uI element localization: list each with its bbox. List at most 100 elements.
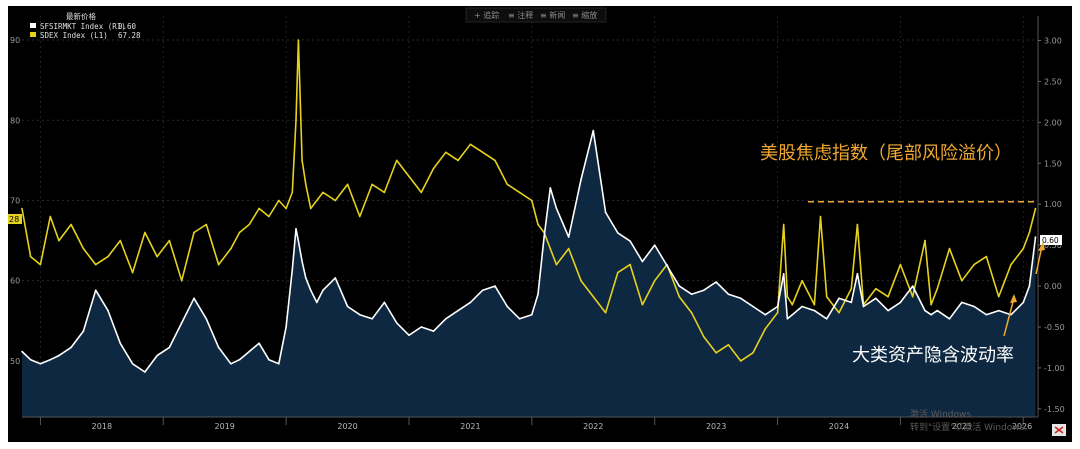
sdex-line-point-28	[301, 159, 303, 162]
volatility-line-point-27	[297, 240, 300, 242]
volatility-line-point-25	[291, 268, 294, 271]
volatility-line-point-0	[21, 350, 23, 353]
sdex-line-point-84	[887, 295, 889, 298]
sdex-line-point-90	[948, 247, 951, 250]
sdex-line-point-77	[819, 215, 822, 218]
sdex-line-point-0	[21, 207, 23, 210]
sdex-line-point-61	[653, 279, 656, 282]
left-value-tag: 28	[8, 214, 22, 224]
arrow-head-1	[1010, 294, 1017, 303]
sdex-line-point-92	[973, 263, 975, 266]
volatility-line-point-55	[580, 178, 582, 181]
volatility-line-point-6	[82, 330, 85, 332]
sdex-line-point-89	[936, 287, 939, 290]
legend: 最新价格 SFSIRMKT Index (R1) 0.60 SDEX Index…	[30, 11, 141, 40]
volatility-line-point-84	[887, 309, 889, 312]
volatility-line-point-63	[678, 285, 681, 287]
sdex-line-point-50	[537, 223, 539, 226]
volatility-line-point-1	[29, 358, 32, 361]
sdex-line-point-49	[531, 199, 533, 202]
sdex-line-point-13	[168, 239, 171, 242]
sdex-line-point-93	[985, 255, 988, 258]
sdex-line-point-59	[629, 263, 631, 266]
volatility-line-point-56	[592, 129, 595, 132]
sdex-line-point-37	[383, 191, 386, 194]
volatility-line-point-19	[238, 358, 241, 361]
volatility-line-point-93	[985, 313, 988, 316]
sdex-line-point-27	[297, 39, 300, 41]
sdex-line-point-55	[580, 279, 582, 282]
volatility-line-point-52	[549, 187, 552, 189]
toolbar-zoom-button[interactable]: ≡ 缩放	[572, 10, 597, 20]
sdex-line-point-80	[850, 287, 853, 290]
sdex-line-point-98	[1034, 207, 1037, 210]
volatility-line-point-64	[690, 293, 693, 296]
x-tick-3: 2021	[460, 422, 480, 431]
sdex-line-point-85	[899, 263, 902, 266]
sdex-line-point-53	[555, 263, 558, 266]
volatility-line-point-33	[334, 277, 337, 279]
volatility-area	[22, 130, 1036, 417]
volatility-line-point-23	[278, 363, 280, 365]
volatility-line-point-70	[764, 313, 767, 316]
sdex-line-point-45	[481, 151, 484, 154]
arrow-line-1	[1003, 297, 1015, 337]
sdex-line-point-9	[119, 239, 122, 242]
volatility-line-point-34	[346, 305, 349, 308]
volatility-line-point-81	[856, 273, 859, 275]
right-tick-0: 3.00	[1044, 37, 1062, 46]
volatility-line-point-45	[481, 289, 484, 292]
volatility-line-point-91	[961, 301, 963, 304]
left-tick-2: 70	[10, 196, 20, 205]
volatility-line-point-61	[653, 244, 656, 246]
sdex-line-point-52	[549, 247, 552, 250]
grid	[22, 16, 1038, 417]
sdex-line-point-58	[617, 271, 619, 274]
chart-frame: 2018 2019 2020 2021 2022 2023 2024 2025 2026 90 8…	[8, 6, 1072, 442]
sdex-line-point-60	[641, 303, 644, 306]
volatility-line-point-37	[383, 301, 386, 304]
volatility-annotation: 大类资产隐含波动率	[852, 345, 1014, 366]
volatility-line-point-71	[776, 305, 779, 308]
sdex-line-point-91	[961, 279, 963, 282]
volatility-line-point-88	[930, 313, 932, 316]
sdex-line-point-42	[445, 151, 447, 154]
volatility-line-point-94	[997, 309, 1000, 312]
toolbar-news-button[interactable]: ≡ 新闻	[540, 10, 565, 20]
sdex-line-point-3	[49, 215, 52, 218]
arrow-head-2	[1038, 242, 1045, 251]
sdex-line-point-6	[82, 247, 85, 250]
sdex-line-point-57	[604, 311, 607, 314]
volatility-line-point-31	[316, 301, 318, 304]
volatility-line-point-90	[948, 318, 951, 320]
sdex-line-point-35	[359, 215, 361, 218]
sdex-line-point-8	[107, 255, 109, 258]
sdex-line-point-44	[469, 143, 472, 146]
sdex-line-point-76	[813, 303, 816, 306]
volatility-line-point-67	[727, 293, 730, 296]
volatility-line-point-15	[193, 297, 195, 300]
arrow-line-2	[1035, 245, 1043, 275]
volatility-line-point-80	[850, 301, 853, 304]
volatility-line-point-7	[94, 289, 97, 292]
sdex-line-point-2	[39, 263, 42, 266]
volatility-line-point-29	[305, 277, 307, 279]
x-tick-8: 2026	[1012, 422, 1032, 431]
sdex-line-point-16	[205, 223, 208, 226]
legend-value-sfsirmkt: 0.60	[118, 22, 137, 31]
volatility-line-point-66	[715, 281, 717, 283]
sdex-line-point-95	[1010, 263, 1012, 266]
toolbar-track-button[interactable]: + 追踪	[474, 10, 499, 20]
volatility-line-point-8	[107, 309, 109, 312]
volatility-line-point-69	[752, 305, 754, 308]
volatility-line-point-77	[819, 313, 822, 316]
toolbar-notes-button[interactable]: ≡ 注释	[508, 10, 533, 20]
volatility-line-point-73	[786, 318, 789, 320]
volatility-line-point-48	[518, 318, 521, 320]
volatility-line-point-76	[813, 309, 816, 312]
sdex-line-point-38	[395, 159, 398, 162]
sdex-line-point-21	[258, 207, 260, 210]
sdex-line-point-73	[786, 295, 789, 298]
sdex-line-point-83	[875, 287, 877, 290]
sdex-line-point-64	[690, 311, 693, 314]
